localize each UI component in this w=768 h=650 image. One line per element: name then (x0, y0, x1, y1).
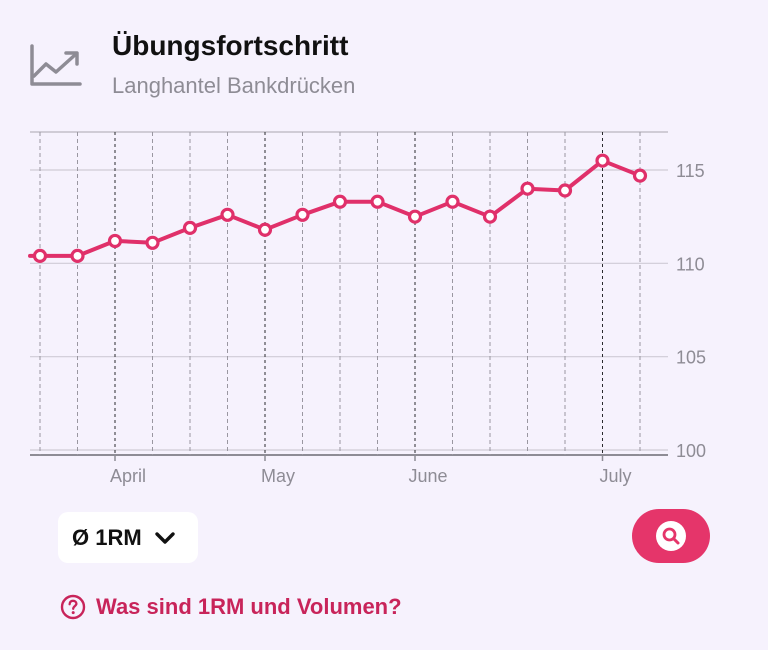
data-point (32, 248, 48, 263)
chart-series (28, 153, 648, 263)
page-title: Übungsfortschritt (112, 30, 349, 61)
y-tick-label: 110 (676, 254, 705, 274)
chart-line-icon (30, 44, 82, 86)
data-point (407, 209, 423, 224)
help-link[interactable]: Was sind 1RM und Volumen? (60, 592, 402, 622)
chevron-down-icon (154, 531, 175, 544)
question-circle-icon (60, 594, 86, 620)
progress-chart: 100 105 110 115 April May June July (28, 131, 706, 486)
data-point (370, 194, 385, 209)
data-point (295, 207, 310, 222)
data-point (107, 233, 123, 249)
x-tick-label: May (261, 466, 295, 486)
data-point (445, 194, 460, 209)
x-tick-label: July (599, 466, 631, 486)
metric-dropdown[interactable]: Ø 1RM (58, 512, 198, 563)
header: Übungsfortschritt Langhantel Bankdrücken (0, 0, 768, 120)
data-point (145, 235, 160, 250)
data-point (220, 207, 235, 222)
data-point (557, 183, 573, 198)
zoom-button[interactable] (632, 509, 710, 563)
x-tick-label: April (110, 466, 146, 486)
data-point (595, 153, 610, 168)
chart-labels: 100 105 110 115 April May June July (110, 161, 706, 486)
data-point (482, 209, 498, 224)
data-point (632, 168, 648, 183)
data-point (70, 248, 85, 263)
data-point (257, 222, 273, 237)
x-tick-label: June (408, 466, 447, 486)
exercise-name: Langhantel Bankdrücken (112, 73, 356, 98)
metric-label: Ø 1RM (72, 524, 142, 550)
y-tick-label: 100 (676, 441, 706, 461)
data-point (520, 181, 535, 196)
chart-grid (30, 131, 668, 461)
data-point (182, 220, 198, 235)
search-icon (656, 521, 686, 551)
data-point (332, 194, 348, 209)
help-link-text: Was sind 1RM und Volumen? (96, 594, 402, 619)
y-tick-label: 105 (676, 348, 706, 368)
y-tick-label: 115 (676, 161, 705, 181)
